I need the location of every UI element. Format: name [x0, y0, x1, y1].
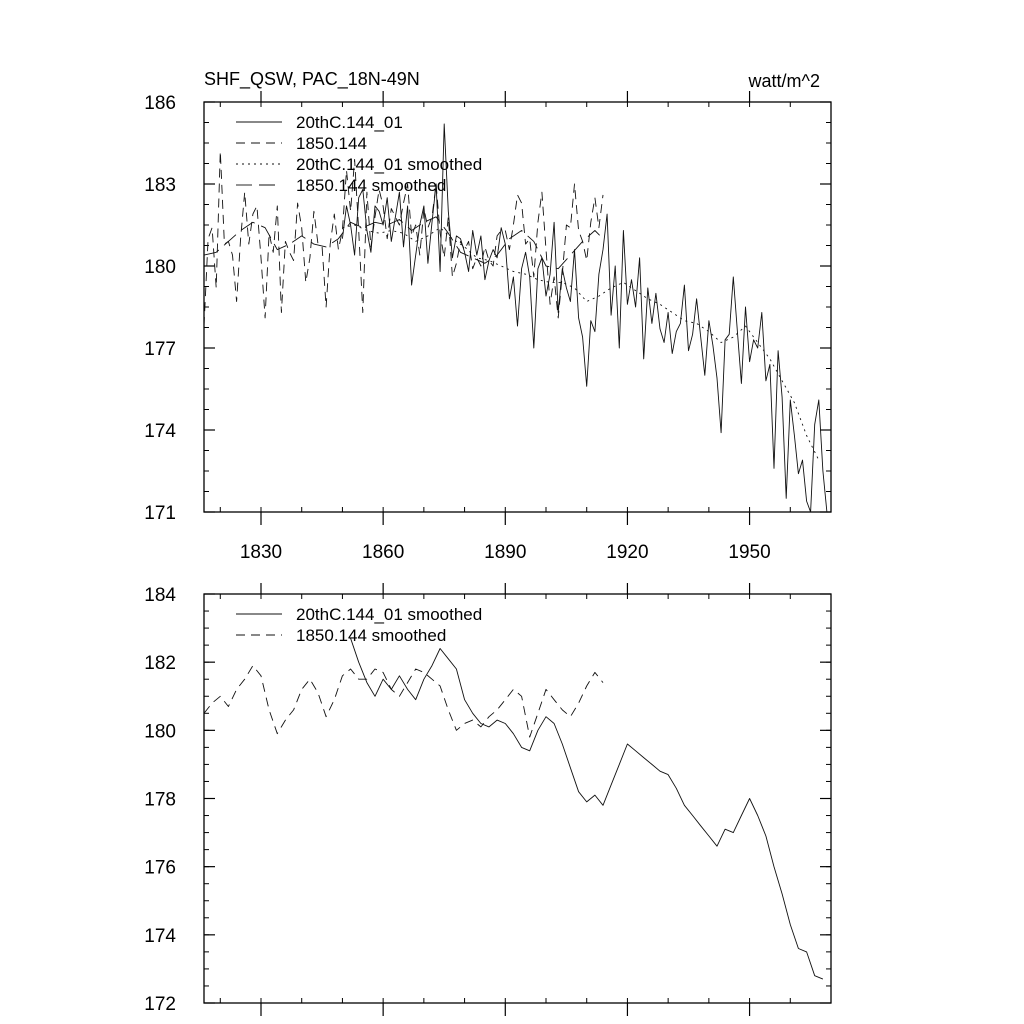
series-line-1	[341, 123, 828, 512]
top-panel: SHF_QSW, PAC_18N-49N watt/m^2 171 174 177 1…	[144, 69, 832, 563]
series-line-2	[204, 665, 604, 738]
plot-frame	[203, 593, 832, 1004]
y-tick-label: 180	[144, 257, 176, 278]
y-tick-label: 186	[144, 93, 176, 114]
top-panel-units: watt/m^2	[748, 71, 820, 91]
top-panel-title: SHF_QSW, PAC_18N-49N	[204, 69, 420, 90]
x-tick-label: 1830	[240, 542, 282, 563]
legend-label: 1850.144 smoothed	[296, 176, 446, 195]
series-line-2	[204, 150, 604, 327]
y-tick-label: 178	[144, 790, 176, 811]
y-tick-label: 177	[144, 339, 176, 360]
legend-label: 20thC.144_01 smoothed	[296, 155, 482, 174]
y-tick-label: 182	[144, 653, 176, 674]
legend-label: 1850.144 smoothed	[296, 626, 446, 645]
y-tick-label: 174	[144, 926, 176, 947]
x-tick-label: 1950	[728, 542, 770, 563]
series-line-1	[350, 638, 824, 980]
y-tick-label: 176	[144, 858, 176, 879]
y-tick-label: 174	[144, 421, 176, 442]
series-line-3	[342, 224, 820, 461]
y-tick-label: 183	[144, 175, 176, 196]
x-tick-label: 1860	[362, 542, 404, 563]
legend-label: 20thC.144_01	[296, 113, 403, 132]
legend-label: 20thC.144_01 smoothed	[296, 605, 482, 624]
y-tick-label: 171	[144, 503, 176, 524]
x-tick-label: 1920	[606, 542, 648, 563]
x-tick-label: 1890	[484, 542, 526, 563]
legend-label: 1850.144	[296, 134, 367, 153]
y-tick-label: 180	[144, 721, 176, 742]
y-tick-label: 172	[144, 994, 176, 1015]
y-tick-label: 184	[144, 585, 176, 606]
bottom-panel: 172 174 176 178 180 182 184 20thC.144_01 smooth…	[144, 583, 832, 1016]
